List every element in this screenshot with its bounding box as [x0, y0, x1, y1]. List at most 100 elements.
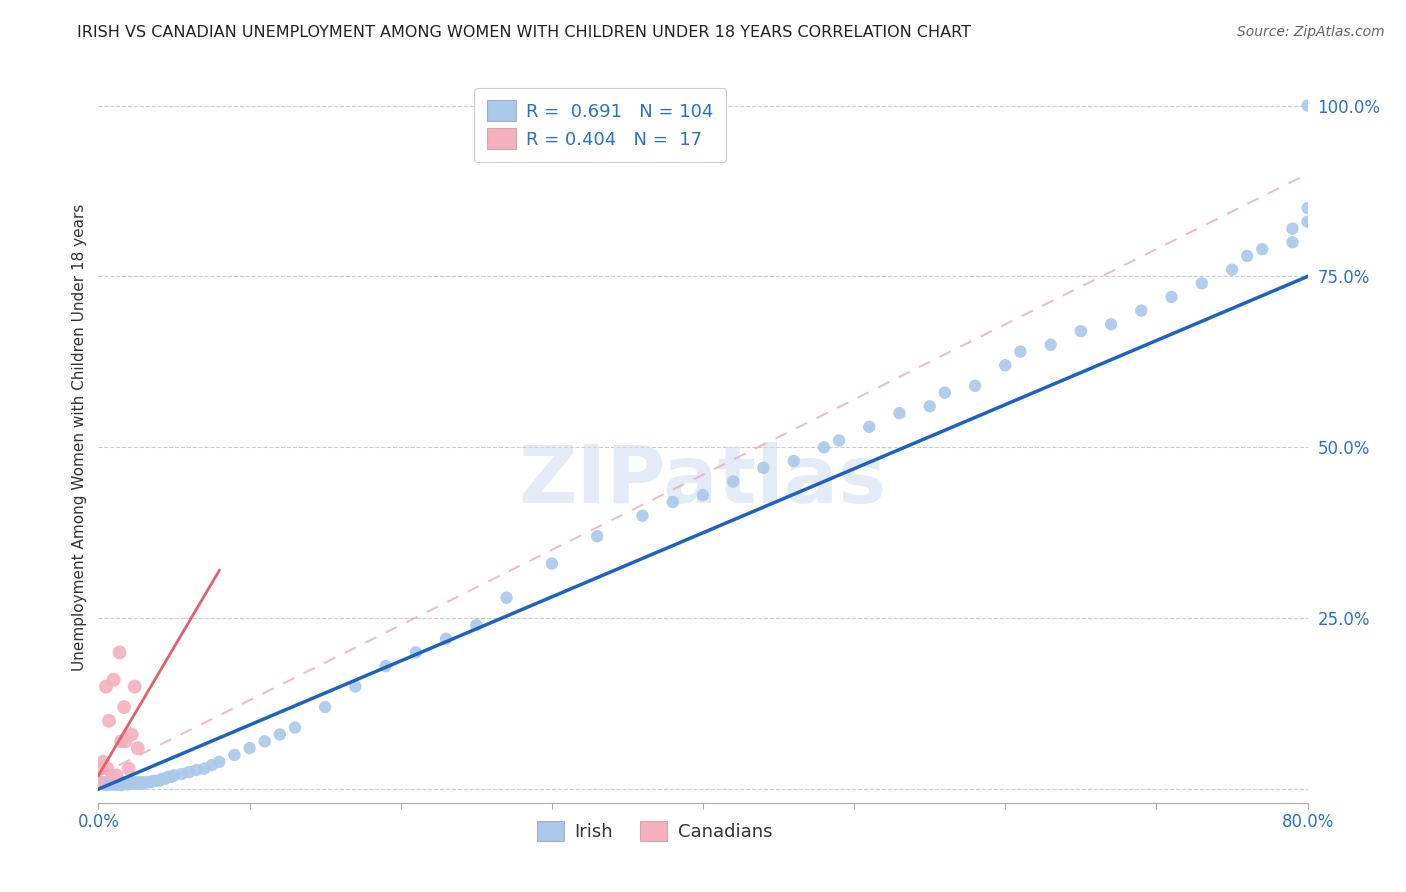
Point — [858, 420, 880, 434]
Point — [101, 768, 124, 782]
Point — [122, 777, 145, 791]
Point — [1251, 242, 1274, 256]
Point — [1220, 262, 1243, 277]
Point — [723, 475, 745, 489]
Point — [540, 557, 562, 571]
Point — [193, 762, 215, 776]
Point — [127, 775, 149, 789]
Point — [208, 755, 231, 769]
Point — [1281, 235, 1303, 250]
Y-axis label: Unemployment Among Women with Children Under 18 years: Unemployment Among Women with Children U… — [72, 203, 87, 671]
Point — [105, 768, 128, 782]
Point — [90, 762, 112, 776]
Point — [108, 777, 131, 791]
Point — [107, 775, 129, 789]
Point — [661, 495, 683, 509]
Point — [128, 777, 150, 791]
Point — [101, 775, 124, 789]
Point — [284, 721, 307, 735]
Point — [127, 741, 149, 756]
Point — [93, 775, 115, 789]
Point — [135, 775, 157, 789]
Point — [103, 673, 125, 687]
Point — [1070, 324, 1092, 338]
Point — [94, 680, 117, 694]
Point — [98, 775, 121, 789]
Point — [1039, 338, 1062, 352]
Point — [91, 755, 114, 769]
Point — [118, 762, 141, 776]
Point — [101, 777, 124, 791]
Point — [103, 775, 125, 789]
Point — [965, 379, 987, 393]
Point — [145, 773, 167, 788]
Text: ZIPatlas: ZIPatlas — [519, 442, 887, 520]
Point — [374, 659, 396, 673]
Point — [142, 773, 165, 788]
Point — [934, 385, 956, 400]
Point — [1296, 201, 1319, 215]
Point — [129, 775, 152, 789]
Point — [104, 777, 127, 791]
Point — [201, 758, 224, 772]
Point — [124, 680, 146, 694]
Point — [752, 460, 775, 475]
Point — [87, 775, 110, 789]
Point — [994, 359, 1017, 373]
Point — [93, 777, 115, 791]
Point — [150, 772, 173, 786]
Point — [132, 775, 155, 789]
Text: IRISH VS CANADIAN UNEMPLOYMENT AMONG WOMEN WITH CHILDREN UNDER 18 YEARS CORRELAT: IRISH VS CANADIAN UNEMPLOYMENT AMONG WOM… — [77, 25, 972, 40]
Point — [114, 775, 136, 789]
Point — [110, 778, 132, 792]
Point — [156, 770, 179, 784]
Point — [269, 727, 291, 741]
Point — [253, 734, 276, 748]
Point — [114, 734, 136, 748]
Point — [94, 777, 117, 791]
Point — [344, 680, 367, 694]
Point — [89, 775, 111, 789]
Point — [1099, 318, 1122, 332]
Point — [112, 700, 135, 714]
Point — [1130, 303, 1153, 318]
Point — [91, 775, 114, 789]
Point — [100, 775, 122, 789]
Point — [112, 777, 135, 791]
Point — [692, 488, 714, 502]
Text: Source: ZipAtlas.com: Source: ZipAtlas.com — [1237, 25, 1385, 39]
Point — [314, 700, 336, 714]
Point — [224, 747, 246, 762]
Point — [89, 777, 111, 791]
Point — [104, 775, 127, 789]
Point — [495, 591, 517, 605]
Point — [118, 775, 141, 789]
Point — [98, 714, 121, 728]
Point — [170, 767, 193, 781]
Point — [103, 777, 125, 791]
Point — [1236, 249, 1258, 263]
Point — [139, 775, 162, 789]
Point — [121, 775, 143, 789]
Point — [465, 618, 488, 632]
Point — [111, 775, 134, 789]
Point — [94, 775, 117, 789]
Point — [96, 775, 118, 789]
Point — [148, 773, 170, 788]
Point — [1296, 98, 1319, 112]
Point — [1296, 215, 1319, 229]
Point — [889, 406, 911, 420]
Legend: Irish, Canadians: Irish, Canadians — [530, 814, 780, 848]
Point — [90, 775, 112, 789]
Point — [783, 454, 806, 468]
Point — [239, 741, 262, 756]
Point — [96, 777, 118, 791]
Point — [405, 645, 427, 659]
Point — [153, 772, 176, 786]
Point — [1010, 344, 1032, 359]
Point — [125, 777, 148, 791]
Point — [1281, 221, 1303, 235]
Point — [160, 770, 183, 784]
Point — [100, 777, 122, 791]
Point — [918, 400, 941, 414]
